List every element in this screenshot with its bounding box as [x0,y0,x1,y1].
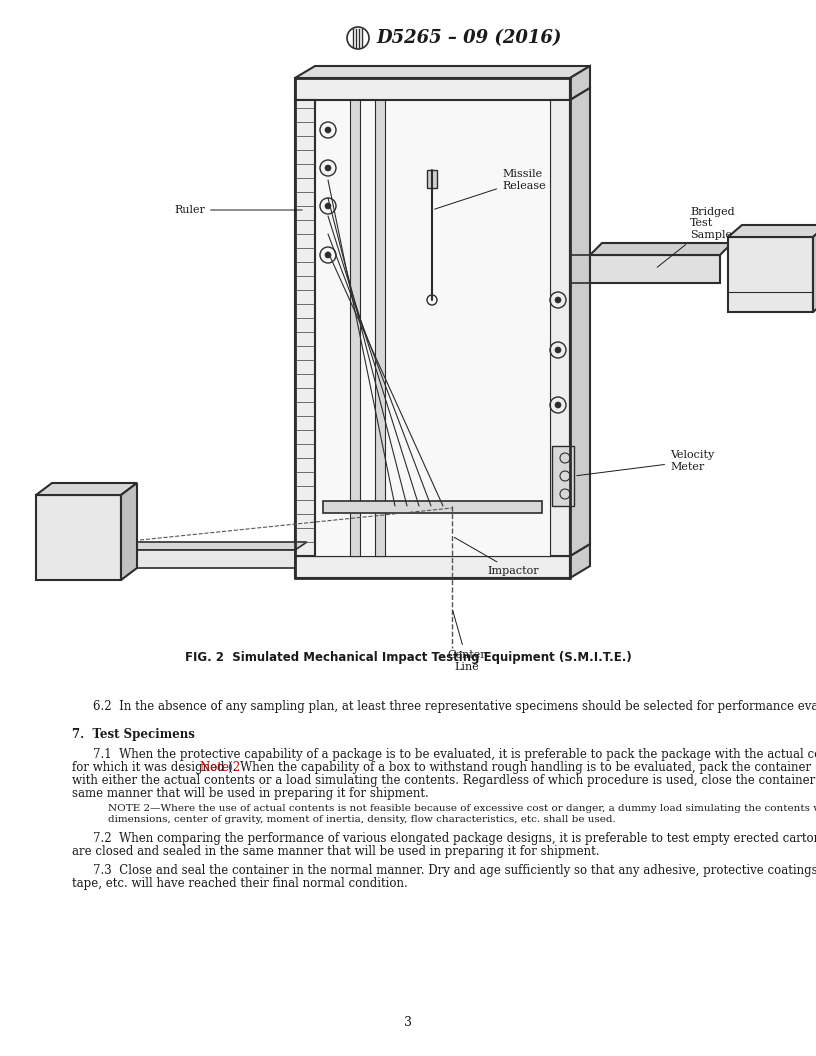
Bar [550,100,570,557]
Bar [295,78,570,100]
Bar [552,446,574,506]
Text: same manner that will be used in preparing it for shipment.: same manner that will be used in prepari… [72,787,428,800]
Polygon shape [728,225,816,237]
Text: NOTE 2—Where the use of actual contents is not feasible because of excessive cos: NOTE 2—Where the use of actual contents … [108,804,816,813]
Polygon shape [36,483,137,495]
Text: 7.  Test Specimens: 7. Test Specimens [72,728,195,741]
Bar [36,495,121,580]
Text: Ruler: Ruler [174,205,302,215]
Polygon shape [570,88,590,557]
Circle shape [325,252,331,258]
Bar [78,550,295,568]
Text: 7.2  When comparing the performance of various elongated package designs, it is : 7.2 When comparing the performance of va… [93,832,816,845]
Text: Missile
Release: Missile Release [435,169,546,209]
Circle shape [325,165,331,171]
Text: Impactor: Impactor [455,538,539,576]
Text: Center
Line: Center Line [448,610,486,672]
Circle shape [325,203,331,209]
Text: FIG. 2  Simulated Mechanical Impact Testing Equipment (S.M.I.T.E.): FIG. 2 Simulated Mechanical Impact Testi… [184,652,632,664]
Polygon shape [295,65,590,78]
Bar [728,237,813,312]
Polygon shape [295,544,590,557]
Text: with either the actual contents or a load simulating the contents. Regardless of: with either the actual contents or a loa… [72,774,816,787]
Bar [427,170,437,188]
Bar [375,100,385,557]
Polygon shape [570,65,590,100]
Polygon shape [121,483,137,580]
Bar [295,100,315,557]
Text: 6.2  In the absence of any sampling plan, at least three representative specimen: 6.2 In the absence of any sampling plan,… [93,700,816,713]
Circle shape [555,347,561,353]
Polygon shape [570,544,590,578]
Text: tape, etc. will have reached their final normal condition.: tape, etc. will have reached their final… [72,876,408,890]
Text: 7.1  When the protective capability of a package is to be evaluated, it is prefe: 7.1 When the protective capability of a … [93,748,816,761]
Text: 3: 3 [404,1016,412,1029]
Polygon shape [78,542,307,550]
Text: D5265 – 09 (2016): D5265 – 09 (2016) [376,29,561,48]
Circle shape [555,402,561,408]
Text: Note 2: Note 2 [200,761,240,774]
Bar [315,100,550,557]
Text: ). When the capability of a box to withstand rough handling is to be evaluated, : ). When the capability of a box to withs… [228,761,811,774]
Text: 7.3  Close and seal the container in the normal manner. Dry and age sufficiently: 7.3 Close and seal the container in the … [93,864,816,876]
Text: for which it was designed (: for which it was designed ( [72,761,233,774]
Bar [350,100,360,557]
Text: Bridged
Test
Sample: Bridged Test Sample [657,207,734,267]
Circle shape [555,297,561,303]
Text: are closed and sealed in the same manner that will be used in preparing it for s: are closed and sealed in the same manner… [72,845,600,857]
Bar [590,254,720,283]
Text: dimensions, center of gravity, moment of inertia, density, flow characteristics,: dimensions, center of gravity, moment of… [108,815,616,824]
Polygon shape [813,225,816,312]
Text: Velocity
Meter: Velocity Meter [577,450,714,475]
Circle shape [325,127,331,133]
Bar [323,501,542,513]
Bar [295,557,570,578]
Polygon shape [590,243,732,254]
